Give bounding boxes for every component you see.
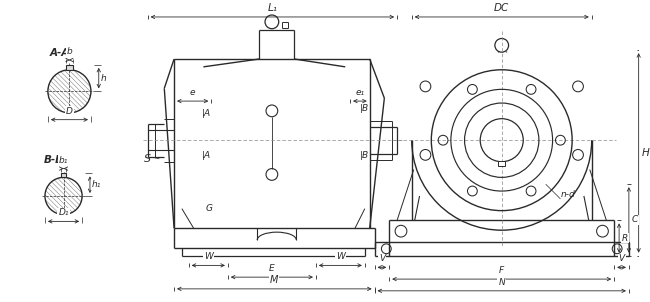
Text: H: H bbox=[642, 148, 649, 158]
Text: V: V bbox=[619, 255, 625, 263]
Text: D: D bbox=[66, 107, 73, 116]
Text: |B: |B bbox=[360, 104, 369, 113]
Text: E: E bbox=[269, 264, 275, 273]
Text: b₁: b₁ bbox=[59, 156, 68, 165]
Text: W: W bbox=[336, 252, 344, 262]
Text: A-A: A-A bbox=[50, 48, 70, 58]
Text: D₁: D₁ bbox=[58, 208, 69, 217]
Text: G: G bbox=[205, 204, 213, 213]
Bar bbox=[66, 65, 73, 70]
Text: e₁: e₁ bbox=[356, 88, 365, 97]
Text: R: R bbox=[622, 233, 629, 243]
Text: N: N bbox=[499, 278, 505, 287]
Text: b: b bbox=[66, 47, 72, 56]
Text: |A: |A bbox=[202, 109, 211, 118]
Text: |B: |B bbox=[360, 151, 369, 160]
Text: B-B: B-B bbox=[44, 155, 64, 165]
Text: h: h bbox=[101, 74, 107, 82]
Text: DC: DC bbox=[494, 3, 510, 13]
Text: e: e bbox=[190, 88, 196, 97]
Text: n-d: n-d bbox=[561, 190, 576, 199]
Text: F: F bbox=[499, 266, 504, 275]
Text: S: S bbox=[144, 154, 151, 164]
Text: h₁: h₁ bbox=[92, 180, 101, 189]
Text: V: V bbox=[379, 255, 385, 263]
Bar bbox=[60, 173, 66, 177]
Text: L₁: L₁ bbox=[267, 3, 278, 13]
Bar bbox=[499, 161, 505, 165]
Text: |A: |A bbox=[202, 151, 211, 160]
Text: C: C bbox=[632, 215, 638, 224]
Text: M: M bbox=[270, 275, 278, 285]
Text: W: W bbox=[204, 252, 213, 262]
